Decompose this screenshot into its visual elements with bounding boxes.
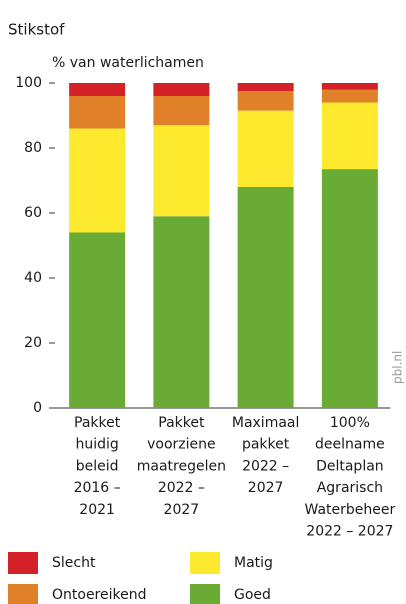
y-tick-label: 20 <box>24 335 42 351</box>
bar-segment <box>237 83 294 92</box>
y-tick-label: 100 <box>15 75 42 91</box>
x-tick-label: 2027 <box>248 480 284 496</box>
x-tick-label: Pakket <box>74 415 121 431</box>
x-tick-label: pakket <box>242 437 290 453</box>
x-tick-label: maatregelen <box>137 458 226 474</box>
bar-segment <box>153 83 210 96</box>
x-tick-label: Agrarisch <box>317 480 383 496</box>
y-tick-label: 40 <box>24 270 42 286</box>
y-tick-label: 0 <box>33 400 42 416</box>
y-axis-label: % van waterlichamen <box>52 55 204 71</box>
bar-segment <box>237 91 294 111</box>
legend-swatch <box>8 552 38 574</box>
y-tick-label: 80 <box>24 140 42 156</box>
bar-segment <box>321 169 378 408</box>
x-tick-label: 2022 – 2027 <box>306 524 393 540</box>
x-tick-label: huidig <box>75 437 118 453</box>
x-tick-label: Pakket <box>158 415 205 431</box>
y-tick-label: 60 <box>24 205 42 221</box>
bar-segment <box>237 110 294 187</box>
source: pbl.nl <box>391 351 405 384</box>
bar-segment <box>237 187 294 408</box>
legend-swatch <box>190 584 220 604</box>
bar-segment <box>69 232 126 408</box>
legend-swatch <box>190 552 220 574</box>
x-tick-label: 2022 – <box>242 458 289 474</box>
bar-segment <box>321 89 378 103</box>
x-tick-label: 2022 – <box>158 480 205 496</box>
legend-label: Matig <box>234 555 273 571</box>
bar-segment <box>153 125 210 217</box>
bar-segment <box>69 83 126 96</box>
bar-segment <box>321 83 378 90</box>
legend-label: Ontoereikend <box>52 587 147 603</box>
bar-segment <box>69 96 126 129</box>
bar-segment <box>153 96 210 126</box>
x-tick-label: 100% <box>330 415 370 431</box>
x-tick-label: 2021 <box>79 502 115 518</box>
bar-segment <box>321 102 378 170</box>
x-tick-label: Deltaplan <box>316 458 384 474</box>
x-tick-label: beleid <box>76 458 119 474</box>
legend-label: Goed <box>234 587 271 603</box>
bar-segment <box>69 128 126 233</box>
bar-segment <box>153 216 210 408</box>
chart-title: Stikstof <box>8 21 65 39</box>
x-tick-label: 2027 <box>164 502 200 518</box>
legend-label: Slecht <box>52 555 96 571</box>
x-tick-label: voorziene <box>147 437 216 453</box>
x-tick-label: Maximaal <box>232 415 300 431</box>
x-tick-label: 2016 – <box>74 480 121 496</box>
legend-swatch <box>8 584 38 604</box>
x-tick-label: Waterbeheer <box>305 502 396 518</box>
x-tick-label: deelname <box>315 437 385 453</box>
